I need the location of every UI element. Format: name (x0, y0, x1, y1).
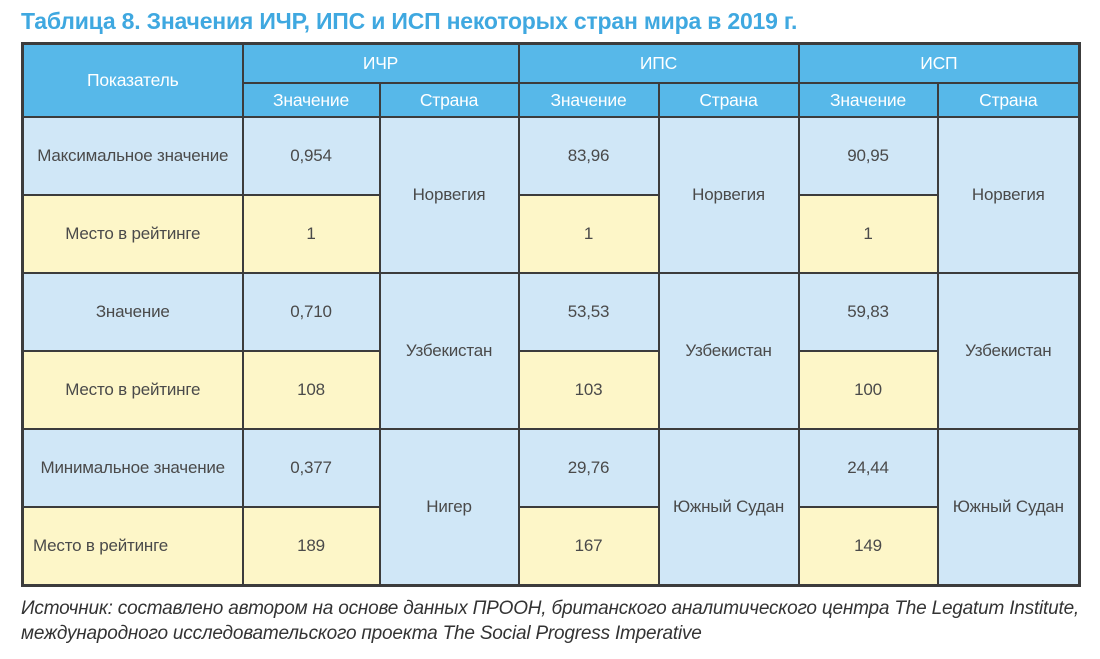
table-row-min-rank: Место в рейтинге 189 167 149 (21, 506, 1080, 586)
cell-indicator-label: Место в рейтинге (21, 350, 244, 430)
header-group-row: Показатель ИЧР ИПС ИСП (21, 42, 1081, 118)
cell-isp-rank: 100 (797, 350, 939, 430)
cell-ips-value: 83,96 (517, 116, 660, 196)
col-header-isp-value: Значение (797, 82, 939, 118)
col-header-indicator: Показатель (21, 42, 244, 118)
cell-ichr-value: 0,954 (241, 116, 381, 196)
cell-ichr-country: Норвегия (378, 116, 520, 274)
cell-ips-value: 53,53 (517, 272, 660, 352)
cell-isp-country: Норвегия (936, 116, 1081, 274)
col-header-ips-value: Значение (517, 82, 660, 118)
table-row-uzb-value: Значение 0,710 Узбекистан 53,53 Узбекист… (21, 272, 1081, 430)
cell-ips-country: Южный Судан (657, 428, 800, 586)
table-body: Максимальное значение 0,954 Норвегия 83,… (21, 116, 1081, 586)
table-title: Таблица 8. Значения ИЧР, ИПС и ИСП некот… (21, 8, 798, 34)
cell-ips-rank: 1 (517, 194, 660, 274)
cell-ichr-country: Узбекистан (378, 272, 520, 430)
table-header: Показатель ИЧР ИПС ИСП Значение Страна З… (21, 42, 1081, 118)
cell-indicator-label: Место в рейтинге (21, 506, 244, 586)
cell-isp-value: 24,44 (797, 428, 939, 508)
header-sub-row: Значение Страна Значение Страна Значение… (23, 82, 1081, 118)
col-group-ips: ИПС (517, 42, 800, 84)
cell-indicator-label: Значение (21, 272, 244, 352)
cell-isp-rank: 149 (797, 506, 939, 586)
cell-indicator-label: Максимальное значение (21, 116, 244, 196)
table-row-uzb-rank: Место в рейтинге 108 103 100 (21, 350, 1080, 430)
table-row-max-rank: Место в рейтинге 1 1 1 (21, 194, 1080, 274)
cell-isp-value: 59,83 (797, 272, 939, 352)
cell-ips-rank: 103 (517, 350, 660, 430)
cell-indicator-label: Минимальное значение (21, 428, 244, 508)
cell-isp-value: 90,95 (797, 116, 939, 196)
indicators-table: Показатель ИЧР ИПС ИСП Значение Страна З… (21, 42, 1082, 587)
table-row-min-value: Минимальное значение 0,377 Нигер 29,76 Ю… (21, 428, 1081, 586)
cell-ichr-rank: 1 (241, 194, 381, 274)
cell-ichr-rank: 189 (241, 506, 381, 586)
col-header-ichr-value: Значение (241, 82, 381, 118)
cell-ips-rank: 167 (517, 506, 660, 586)
col-header-isp-country: Страна (936, 82, 1081, 118)
cell-ips-value: 29,76 (517, 428, 660, 508)
cell-isp-country: Южный Судан (936, 428, 1081, 586)
col-header-ichr-country: Страна (378, 82, 520, 118)
col-group-ichr: ИЧР (241, 42, 520, 84)
cell-ichr-value: 0,710 (241, 272, 381, 352)
cell-ichr-rank: 108 (241, 350, 381, 430)
col-header-ips-country: Страна (657, 82, 800, 118)
table-row-max-value: Максимальное значение 0,954 Норвегия 83,… (21, 116, 1081, 274)
cell-indicator-label: Место в рейтинге (21, 194, 244, 274)
cell-ichr-country: Нигер (378, 428, 520, 586)
cell-isp-rank: 1 (797, 194, 939, 274)
cell-ips-country: Норвегия (657, 116, 800, 274)
cell-ichr-value: 0,377 (241, 428, 381, 508)
source-note: Источник: составлено автором на основе д… (21, 597, 1080, 644)
cell-isp-country: Узбекистан (936, 272, 1081, 430)
cell-ips-country: Узбекистан (657, 272, 800, 430)
col-group-isp: ИСП (797, 42, 1081, 84)
